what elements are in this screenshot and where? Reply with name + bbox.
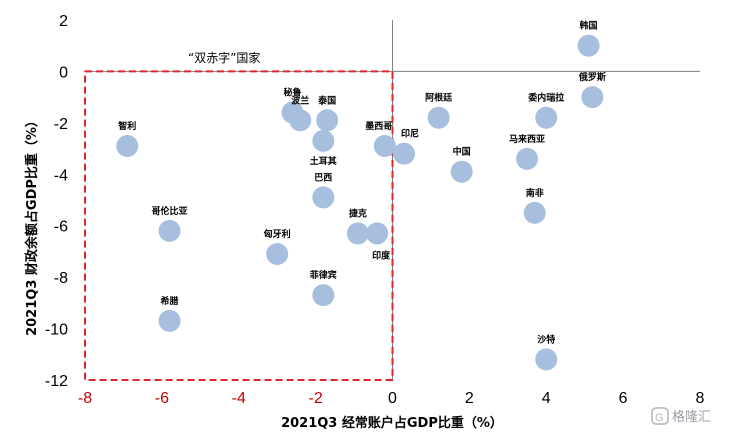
- watermark-text: 格隆汇: [672, 409, 711, 425]
- region-box: [84, 70, 394, 382]
- point-label: 巴西: [314, 172, 332, 183]
- point-label: 智利: [118, 120, 136, 132]
- point-label: 泰国: [317, 94, 336, 106]
- data-point: [373, 135, 396, 157]
- point-label: 韩国: [580, 20, 598, 32]
- data-point: [312, 129, 335, 152]
- y-tick-label: 0: [59, 64, 68, 81]
- point-label: 马来西亚: [509, 133, 545, 145]
- data-point: [158, 309, 181, 332]
- x-tick-label: -8: [78, 390, 92, 407]
- watermark-icon-glyph: G: [655, 412, 664, 424]
- point-label: 捷克: [349, 207, 367, 219]
- data-point: [516, 147, 539, 170]
- x-tick-label: -6: [155, 390, 169, 407]
- double-deficit-region: [84, 70, 394, 382]
- data-point: [577, 34, 600, 57]
- y-tick-label: -12: [45, 373, 68, 390]
- data-point: [535, 106, 558, 129]
- watermark-icon: [651, 407, 669, 425]
- point-label: 墨西哥: [365, 121, 392, 132]
- data-point: [316, 109, 339, 132]
- point-label: 波兰: [291, 94, 309, 106]
- x-tick-label: 6: [619, 390, 628, 407]
- data-point: [450, 160, 473, 183]
- x-tick-label: 8: [696, 390, 705, 407]
- x-tick-label: -4: [232, 390, 246, 407]
- x-tick-label: 4: [542, 390, 551, 407]
- data-point: [581, 86, 604, 109]
- data-point: [427, 106, 450, 129]
- data-point: [116, 135, 139, 157]
- point-label: 希腊: [161, 295, 179, 307]
- data-point: [393, 142, 416, 165]
- y-tick-label: -4: [54, 167, 68, 184]
- point-label: 印度: [372, 249, 391, 261]
- y-tick-label: -8: [54, 270, 68, 287]
- y-tick-label: 2: [59, 13, 68, 30]
- point-label: 土耳其: [310, 155, 337, 167]
- x-axis-label: 2021Q3 经常账户占GDP比重（%）: [281, 415, 503, 431]
- x-tick-label: 2: [465, 390, 474, 407]
- y-tick-label: -2: [54, 116, 68, 133]
- point-label: 哥伦比亚: [152, 205, 188, 217]
- point-label: 委内瑞拉: [527, 92, 564, 104]
- data-point: [289, 109, 312, 132]
- region-annotation: “双赤字”国家: [188, 50, 260, 65]
- data-point: [312, 284, 335, 307]
- point-label: 菲律宾: [310, 269, 337, 281]
- point-label: 秘鲁: [284, 87, 302, 99]
- tick-labels: -8 -6 -4 -2 0 2 4 6 8 2 0 -2 -4 -6 -8 -10 -12: [45, 13, 705, 407]
- point-label: 印尼: [401, 128, 419, 140]
- data-point: [266, 243, 289, 265]
- y-tick-label: -6: [54, 219, 68, 236]
- y-axis-label: 2021Q3 财政余额占GDP比重（%）: [24, 114, 40, 336]
- point-label: 沙特: [537, 333, 555, 345]
- data-point: [535, 348, 558, 371]
- y-tick-label: -10: [45, 322, 68, 339]
- data-point: [312, 186, 335, 209]
- point-label: 匈牙利: [263, 228, 291, 240]
- x-tick-label: -2: [309, 390, 323, 407]
- x-tick-label: 0: [388, 390, 397, 407]
- point-label: 中国: [453, 146, 471, 158]
- watermark-logo: G 格隆汇: [651, 407, 711, 425]
- data-point: [346, 222, 369, 245]
- point-label: 俄罗斯: [578, 71, 606, 83]
- data-point: [523, 201, 546, 224]
- data-point: [158, 219, 181, 242]
- point-label: 南非: [526, 187, 544, 199]
- point-label: 阿根廷: [425, 92, 453, 104]
- data-point: [366, 222, 389, 245]
